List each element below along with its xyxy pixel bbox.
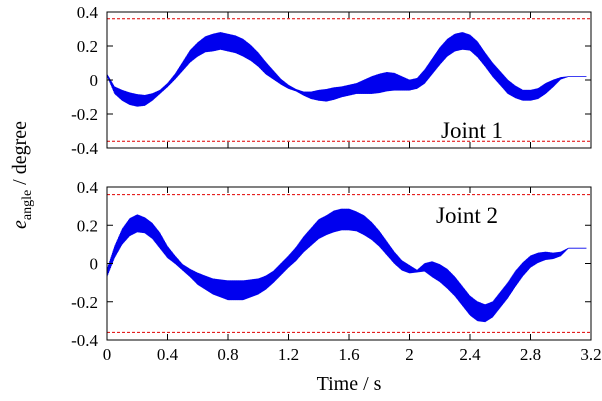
y-tick-label: 0.4 [77, 3, 99, 22]
x-tick-label: 1.6 [338, 345, 359, 364]
plot-area-frame [106, 11, 592, 149]
joint-2-panel: 0.4 0.2 0 -0.2 -0.4 0 0.4 0.8 1.2 1.6 2 2.4 2.8 3.2 J… [71, 178, 602, 364]
y-tick-label: -0.4 [71, 331, 98, 350]
x-tick-label: 1.2 [278, 345, 299, 364]
y-tick-label: 0.2 [77, 37, 98, 56]
x-tick-label: 3.2 [580, 345, 601, 364]
y-tick-label: 0 [90, 71, 99, 90]
joint-2-label: Joint 2 [436, 203, 498, 228]
y-tick-label: -0.2 [71, 293, 98, 312]
y-tick-label: -0.4 [71, 139, 98, 158]
x-tick-label: 0.8 [217, 345, 238, 364]
y-axis-label-unit: / degree [9, 121, 31, 190]
y-tick-label: -0.2 [71, 105, 98, 124]
error-series-line [106, 208, 587, 323]
y-tick-label: 0.2 [77, 216, 98, 235]
y-axis-label-symbol: e [9, 220, 31, 229]
x-tick-label: 0.4 [157, 345, 179, 364]
y-tick-label: 0 [90, 255, 99, 274]
x-tick-label: 0 [103, 345, 112, 364]
y-tick-label: 0.4 [77, 178, 99, 197]
x-tick-label: 2.8 [520, 345, 541, 364]
x-axis-label: Time / s [317, 373, 382, 395]
y-axis-label-subscript: angle [20, 190, 35, 220]
y-axis-label: eangle / degree [9, 121, 35, 229]
x-tick-label: 2 [405, 345, 414, 364]
x-tick-label: 2.4 [459, 345, 481, 364]
joint-1-label: Joint 1 [441, 118, 503, 143]
joint-1-panel: 0.4 0.2 0 -0.2 -0.4 Joint 1 [71, 3, 592, 158]
error-series-line [106, 32, 587, 107]
